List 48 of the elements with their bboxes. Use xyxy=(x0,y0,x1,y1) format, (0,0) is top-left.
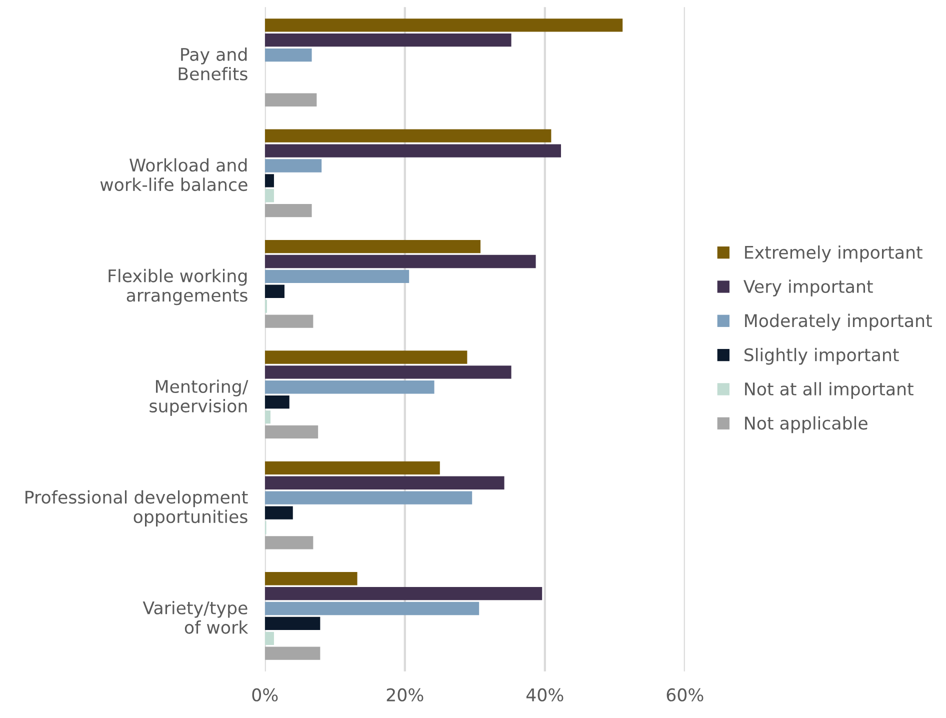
y-tick-label: Variety/type of work xyxy=(142,600,248,634)
bar xyxy=(264,366,512,379)
bar xyxy=(264,159,322,172)
bar xyxy=(264,616,320,630)
bar xyxy=(264,240,480,254)
bar xyxy=(264,284,284,298)
x-tick-label: 0% xyxy=(252,688,278,702)
bar xyxy=(264,18,623,32)
bar xyxy=(264,461,440,475)
y-tick-label: Pay and Benefits xyxy=(178,48,248,80)
bar xyxy=(264,48,312,62)
bar xyxy=(264,491,472,504)
bar xyxy=(264,410,270,424)
x-tick-label: 20% xyxy=(386,688,424,702)
bar xyxy=(264,506,293,520)
legend-label: Extremely important xyxy=(745,245,922,262)
bar xyxy=(264,395,290,409)
legend-label: Not at all important xyxy=(745,382,914,399)
bar xyxy=(264,632,274,645)
bar xyxy=(264,572,358,586)
x-tick-label: 60% xyxy=(666,688,704,702)
y-tick-label: Flexible working arrangements xyxy=(108,268,248,306)
bar xyxy=(264,586,542,600)
legend-label: Not applicable xyxy=(745,416,868,434)
bar xyxy=(264,646,320,660)
legend-label: Moderately important xyxy=(745,314,932,331)
bar xyxy=(264,476,504,490)
bar xyxy=(264,350,468,364)
y-tick-label: Mentoring/ supervision xyxy=(150,380,248,416)
bar xyxy=(264,174,274,188)
bar xyxy=(264,380,434,394)
bar xyxy=(264,129,552,142)
y-tick-label: Professional development opportunities xyxy=(26,490,248,527)
bar xyxy=(264,144,561,158)
legend-label: Very important xyxy=(744,280,873,296)
bar xyxy=(264,536,314,550)
legend-label: Slightly important xyxy=(744,348,899,365)
y-tick-label: Workload and work-life balance xyxy=(100,158,248,192)
bar xyxy=(264,270,410,284)
bar xyxy=(264,189,274,202)
bar xyxy=(264,204,312,218)
bar xyxy=(264,425,318,439)
bar xyxy=(264,34,512,47)
bar xyxy=(264,314,314,328)
x-tick-label: 40% xyxy=(526,688,564,702)
bar xyxy=(264,254,536,268)
bar xyxy=(264,602,480,616)
bar xyxy=(264,93,317,106)
